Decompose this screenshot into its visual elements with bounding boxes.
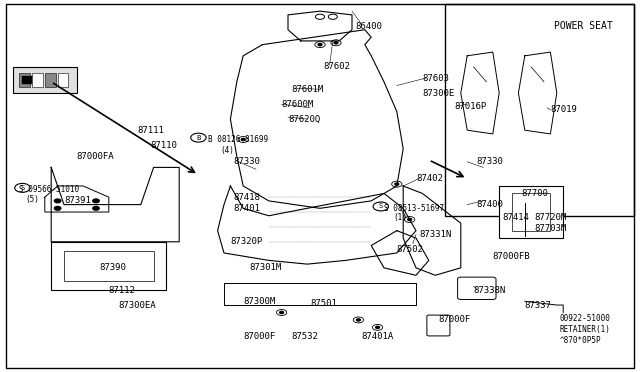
Circle shape xyxy=(54,199,61,203)
Text: 87720M: 87720M xyxy=(534,213,566,222)
Bar xyxy=(51,242,166,290)
Text: 87016P: 87016P xyxy=(454,102,486,110)
Bar xyxy=(58,73,68,87)
Text: 87602: 87602 xyxy=(323,62,350,71)
Circle shape xyxy=(408,218,412,221)
Text: 87501: 87501 xyxy=(310,299,337,308)
Circle shape xyxy=(93,199,99,203)
Text: 87110: 87110 xyxy=(150,141,177,150)
FancyBboxPatch shape xyxy=(458,277,496,299)
Circle shape xyxy=(93,206,99,210)
Text: 86400: 86400 xyxy=(355,22,382,31)
Text: 00922-51000: 00922-51000 xyxy=(560,314,611,323)
Text: 87000FA: 87000FA xyxy=(77,152,115,161)
Text: 87019: 87019 xyxy=(550,105,577,114)
Text: 87700: 87700 xyxy=(522,189,548,198)
Text: 87601M: 87601M xyxy=(291,85,323,94)
Text: 87330: 87330 xyxy=(477,157,504,166)
Circle shape xyxy=(376,326,380,328)
Text: 87000F: 87000F xyxy=(243,332,275,341)
Text: B 08126-81699: B 08126-81699 xyxy=(208,135,268,144)
Text: 87320P: 87320P xyxy=(230,237,262,246)
Circle shape xyxy=(318,44,322,46)
Bar xyxy=(64,251,154,281)
Text: S 08513-51697: S 08513-51697 xyxy=(384,204,444,213)
Text: 87703M: 87703M xyxy=(534,224,566,233)
Text: 87301M: 87301M xyxy=(250,263,282,272)
Text: ^870*0P5P: ^870*0P5P xyxy=(560,336,602,345)
Text: 87338N: 87338N xyxy=(474,286,506,295)
Text: S 09566-51010: S 09566-51010 xyxy=(19,185,79,194)
Text: 87414: 87414 xyxy=(502,213,529,222)
Bar xyxy=(499,186,563,238)
Text: 87337: 87337 xyxy=(525,301,552,310)
Bar xyxy=(45,73,56,87)
Text: 87502: 87502 xyxy=(397,245,424,254)
Text: S: S xyxy=(379,203,383,209)
Bar xyxy=(512,193,550,231)
Text: 87401A: 87401A xyxy=(362,332,394,341)
Text: 87000FB: 87000FB xyxy=(493,252,531,261)
Text: 87000F: 87000F xyxy=(438,315,470,324)
Circle shape xyxy=(356,319,360,321)
Circle shape xyxy=(241,138,245,141)
Text: B: B xyxy=(196,135,200,141)
Text: 87300M: 87300M xyxy=(243,297,275,306)
Text: 87401: 87401 xyxy=(234,204,260,213)
Text: 87331N: 87331N xyxy=(419,230,451,239)
Bar xyxy=(32,73,43,87)
Text: 87418: 87418 xyxy=(234,193,260,202)
Text: (4): (4) xyxy=(221,146,235,155)
Text: 87600M: 87600M xyxy=(282,100,314,109)
Text: 87391: 87391 xyxy=(64,196,91,205)
Text: S: S xyxy=(20,185,24,191)
FancyBboxPatch shape xyxy=(427,315,450,336)
Text: 87603: 87603 xyxy=(422,74,449,83)
Text: POWER SEAT: POWER SEAT xyxy=(554,21,612,31)
Text: (5): (5) xyxy=(26,195,40,203)
Text: 87330: 87330 xyxy=(234,157,260,166)
Text: (1): (1) xyxy=(394,213,408,222)
Circle shape xyxy=(54,206,61,210)
Text: 87112: 87112 xyxy=(109,286,136,295)
Text: 87400: 87400 xyxy=(477,200,504,209)
Bar xyxy=(19,73,30,87)
Text: 87532: 87532 xyxy=(291,332,318,341)
Text: 87402: 87402 xyxy=(416,174,443,183)
Bar xyxy=(13,67,77,93)
Bar xyxy=(22,76,32,84)
Text: 87620Q: 87620Q xyxy=(288,115,320,124)
Text: 87300E: 87300E xyxy=(422,89,454,97)
Text: RETAINER(1): RETAINER(1) xyxy=(560,325,611,334)
Bar xyxy=(445,4,634,216)
Text: 87300EA: 87300EA xyxy=(118,301,156,310)
Circle shape xyxy=(334,42,338,44)
Text: 87390: 87390 xyxy=(99,263,126,272)
Circle shape xyxy=(280,311,284,314)
Text: 87111: 87111 xyxy=(138,126,164,135)
Circle shape xyxy=(395,183,399,185)
